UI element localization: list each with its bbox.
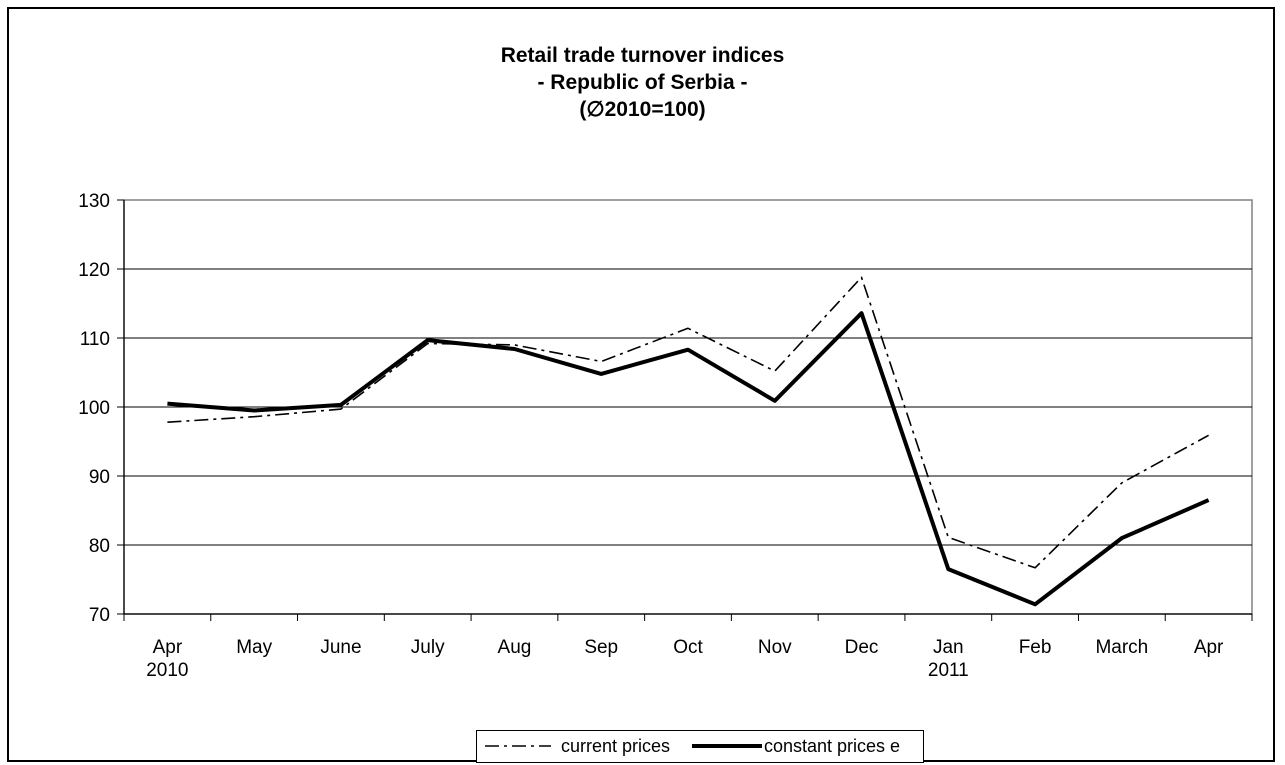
x-tick-label: Nov <box>758 637 792 658</box>
x-tick-label: Sep <box>584 637 618 658</box>
y-tick-label: 120 <box>78 260 110 281</box>
x-tick-label: Jan 2011 <box>928 637 969 681</box>
y-tick-label: 110 <box>80 329 110 350</box>
x-tick-label: Dec <box>845 637 879 658</box>
chart-frame <box>7 7 1275 762</box>
y-tick-label: 100 <box>78 398 110 419</box>
chart-title-line-3: (∅2010=100) <box>579 98 706 121</box>
legend-label-current-prices: current prices <box>561 735 671 756</box>
x-tick-label: Apr 2010 <box>146 637 188 681</box>
x-tick-label: June <box>320 637 361 658</box>
chart-title-line-2: - Republic of Serbia - <box>537 71 748 94</box>
legend-swatch-constant-prices <box>692 744 762 748</box>
legend-swatch-current-prices <box>485 745 551 747</box>
legend: current prices constant prices e <box>476 730 924 763</box>
y-axis: 70 80 90 100 110 120 130 <box>78 191 125 626</box>
legend-label-constant-prices: constant prices e <box>764 735 901 756</box>
x-tick-label: July <box>411 637 445 658</box>
legend-item-current-prices: current prices <box>483 731 670 761</box>
y-tick-label: 70 <box>89 605 110 626</box>
x-tick-label: Oct <box>673 637 703 658</box>
x-tick-label: May <box>236 637 272 658</box>
series-line-constant-prices <box>167 311 1210 607</box>
y-tick-label: 80 <box>89 536 110 557</box>
x-tick-label: Aug <box>498 637 532 658</box>
chart-title-line-1: Retail trade turnover indices <box>500 44 785 67</box>
x-tick-label: March <box>1095 637 1148 658</box>
y-tick-label: 90 <box>89 467 110 488</box>
x-tick-label: Feb <box>1019 637 1052 658</box>
series-lines <box>167 276 1210 607</box>
chart-title: Retail trade turnover indices - Republic… <box>0 42 1285 123</box>
y-tick-label: 130 <box>78 191 110 212</box>
x-axis: Apr 2010 May June July Aug Sep Oct Nov Dec Jan 2011… <box>123 613 1253 681</box>
series-line-current-prices <box>167 276 1209 569</box>
legend-item-constant-prices: constant prices e <box>692 731 900 761</box>
x-tick-label: Apr <box>1194 637 1224 658</box>
